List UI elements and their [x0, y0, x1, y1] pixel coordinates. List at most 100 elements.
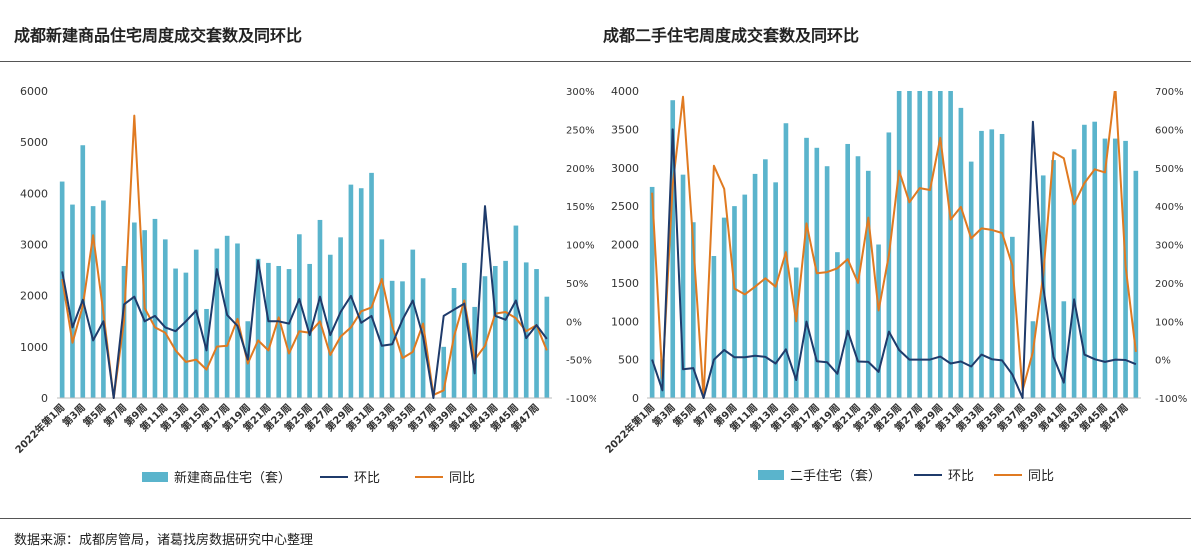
volume-bar [773, 182, 778, 398]
x-axis-tick-label: 2022年第1周 [602, 401, 657, 456]
volume-bar [90, 206, 96, 398]
left-axis-tick-label: 3000 [20, 239, 48, 252]
volume-bar [1133, 170, 1139, 398]
volume-bar [1102, 138, 1108, 398]
volume-bar [1112, 138, 1118, 398]
right-axis-tick-label: 0% [566, 317, 582, 328]
x-axis-tick-label: 2022年第1周 [12, 401, 67, 456]
volume-bar [482, 276, 488, 398]
volume-bar [410, 249, 416, 398]
volume-bar [462, 262, 467, 398]
left-axis-tick-label: 3500 [611, 123, 639, 136]
volume-bar [845, 143, 851, 398]
volume-bar [451, 287, 457, 398]
lines-group [61, 114, 548, 399]
x-axis-tick-label: 第7周 [691, 401, 719, 429]
left-chart-title: 成都新建商品住宅周度成交套数及同环比 [14, 26, 303, 45]
volume-bar [183, 272, 189, 398]
volume-bar [865, 170, 871, 398]
volume-bar [649, 186, 655, 398]
right-axis-tick-label: 50% [566, 279, 588, 290]
volume-bar [544, 296, 550, 398]
volume-bar [441, 346, 447, 398]
volume-bar [824, 166, 830, 398]
right-chart-title: 成都二手住宅周度成交套数及同环比 [603, 26, 860, 45]
volume-bar [917, 91, 923, 398]
legend-yoy-label: 同比 [449, 471, 475, 486]
top-divider [0, 61, 1191, 62]
left-axis-tick-label: 4000 [20, 187, 48, 200]
x-axis-tick-label: 第5周 [670, 401, 698, 429]
yoy-line [651, 91, 1137, 399]
right-axis-tick-label: 250% [566, 125, 595, 136]
volume-bar [907, 91, 912, 398]
volume-bar [204, 308, 209, 398]
volume-bar [224, 235, 230, 398]
volume-bar [1010, 236, 1015, 398]
right-axis-tick-label: 600% [1155, 125, 1184, 136]
left-axis-tick-label: 1000 [611, 315, 639, 328]
volume-bar [389, 280, 395, 398]
left-axis-tick-label: 0 [632, 392, 639, 405]
volume-bar [132, 222, 137, 398]
volume-bar [680, 174, 686, 398]
right-axis-tick-label: 400% [1155, 202, 1184, 213]
volume-bar [711, 256, 717, 398]
volume-bar [266, 262, 271, 398]
left-axis-tick-label: 3000 [611, 162, 639, 175]
volume-bar [886, 132, 892, 398]
mom-line [61, 205, 548, 399]
data-source-note: 数据来源：成都房管局，诸葛找房数据研究中心整理 [14, 533, 314, 548]
volume-bar [173, 268, 178, 398]
volume-bar [968, 161, 974, 398]
volume-bar [348, 184, 354, 398]
volume-bar [670, 100, 676, 399]
volume-bar [59, 181, 65, 398]
volume-bar [835, 252, 840, 398]
volume-bar [276, 265, 282, 398]
volume-bar [286, 269, 292, 398]
volume-bar [70, 204, 75, 398]
volume-bar [338, 237, 343, 398]
volume-bar [783, 123, 789, 399]
volume-bar [948, 91, 953, 398]
x-axis-tick-label: 第3周 [650, 401, 678, 429]
volume-bar [793, 267, 799, 398]
volume-bar [152, 218, 158, 398]
volume-bar [989, 129, 995, 398]
legend-bar-label: 新建商品住宅（套） [174, 470, 291, 486]
lines-group [651, 91, 1137, 399]
volume-bar [690, 222, 696, 398]
mom-line [651, 120, 1137, 399]
volume-bar [492, 265, 498, 398]
legend-yoy-label: 同比 [1028, 469, 1054, 484]
right-axis-tick-label: 0% [1155, 356, 1171, 367]
volume-bar [369, 172, 374, 398]
volume-bar [358, 188, 364, 398]
right-axis-tick-label: 300% [566, 87, 595, 98]
right-axis-tick-label: 500% [1155, 164, 1184, 175]
volume-bar [804, 137, 809, 398]
volume-bar [101, 200, 106, 398]
volume-bar [379, 239, 385, 398]
left-axis-tick-label: 500 [618, 354, 639, 367]
volume-bar [121, 265, 127, 398]
legend-bar-swatch [758, 470, 784, 480]
legend-bar-swatch [142, 472, 168, 482]
right-axis-tick-label: 200% [1155, 279, 1184, 290]
volume-bar [896, 91, 902, 398]
volume-bar [400, 281, 405, 398]
volume-bar [927, 91, 933, 398]
volume-bar [1082, 124, 1087, 398]
legend-mom-label: 环比 [354, 471, 380, 486]
volume-bar [1071, 149, 1077, 398]
right-axis-tick-label: -50% [566, 356, 592, 367]
left-axis-tick-label: 1000 [20, 341, 48, 354]
right-axis-tick-label: 150% [566, 202, 595, 213]
right-axis-tick-label: 100% [1155, 317, 1184, 328]
volume-bar [876, 244, 881, 398]
volume-bar [162, 239, 168, 398]
volume-bar [503, 260, 508, 398]
volume-bar [297, 234, 302, 398]
volume-bar [742, 194, 748, 398]
